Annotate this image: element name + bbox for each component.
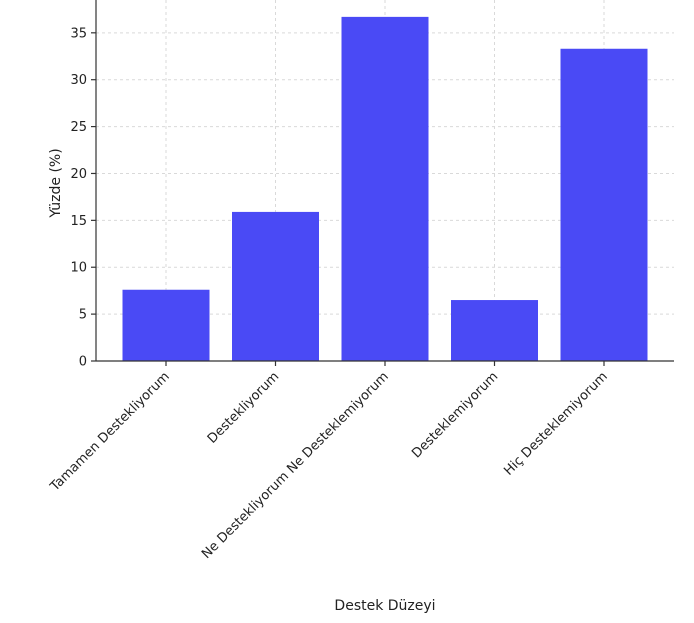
y-tick-label: 35: [70, 26, 87, 41]
x-tick-label: Ne Destekliyorum Ne Desteklemiyorum: [199, 369, 392, 562]
bar: [560, 48, 648, 361]
y-tick-label: 25: [70, 120, 87, 135]
y-tick-label: 15: [70, 214, 87, 229]
bar: [341, 16, 429, 361]
y-tick-label: 20: [70, 167, 87, 182]
y-tick-label: 30: [70, 73, 87, 88]
y-axis-label: Yüzde (%): [48, 148, 64, 218]
x-tick-label: Desteklemiyorum: [409, 369, 501, 461]
bar: [122, 289, 210, 361]
x-tick-label: Tamamen Destekliyorum: [47, 369, 173, 495]
x-tick-label: Destekliyorum: [205, 369, 282, 446]
y-tick-label: 0: [79, 355, 87, 370]
y-tick-label: 10: [70, 261, 87, 276]
x-tick-label: Hiç Desteklemiyorum: [501, 369, 611, 479]
y-tick-label: 5: [79, 308, 87, 323]
bar: [451, 300, 538, 361]
y-ticks-layer: 0 5 10 15 20 25 30 35: [70, 26, 96, 370]
bars-layer: [122, 16, 648, 361]
x-axis-label: Destek Düzeyi: [334, 598, 435, 614]
bar: [232, 211, 319, 361]
